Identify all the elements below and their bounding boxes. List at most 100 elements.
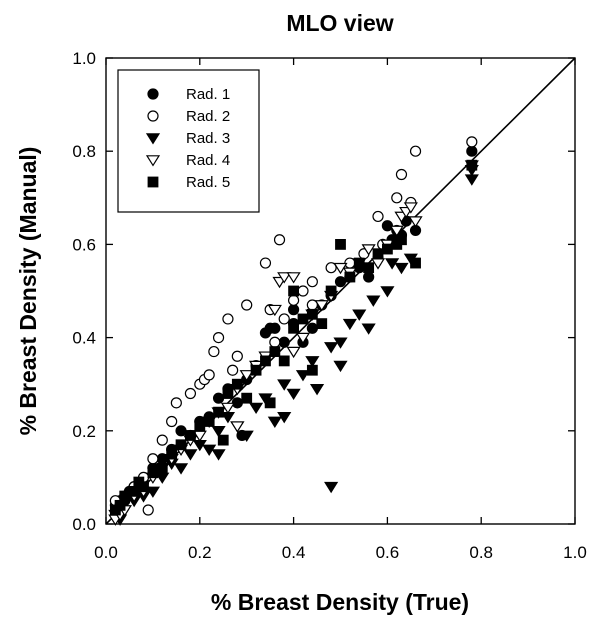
data-point — [269, 336, 281, 348]
data-point — [342, 318, 357, 331]
data-point — [248, 402, 264, 415]
data-point — [286, 346, 301, 359]
data-point — [361, 244, 376, 256]
series-3 — [108, 165, 479, 526]
data-point — [230, 421, 245, 433]
legend-marker — [145, 133, 161, 145]
data-point — [395, 168, 408, 181]
data-point — [306, 276, 318, 288]
data-point — [273, 234, 286, 246]
data-point — [227, 364, 239, 376]
data-point — [389, 225, 404, 237]
data-point — [297, 285, 309, 297]
data-point — [241, 299, 253, 311]
data-point — [286, 272, 301, 284]
data-point — [278, 355, 290, 367]
data-point — [231, 350, 243, 362]
data-point — [147, 467, 159, 479]
data-point — [325, 285, 337, 297]
x-tick-label: 0.6 — [376, 543, 400, 562]
data-point — [269, 346, 281, 357]
data-point — [239, 430, 254, 442]
legend-marker — [147, 176, 159, 188]
data-point — [394, 262, 409, 275]
x-axis-tick-labels: 0.0 0.2 0.4 0.6 0.8 1.0 — [94, 543, 587, 562]
data-point — [231, 378, 243, 390]
data-point — [213, 406, 224, 418]
data-point — [269, 322, 281, 334]
data-point — [391, 192, 403, 204]
data-point — [142, 504, 154, 516]
data-point — [403, 202, 418, 214]
data-point — [297, 313, 309, 325]
data-point — [147, 453, 159, 465]
data-point — [372, 210, 384, 223]
data-point — [241, 392, 253, 404]
y-tick-label: 0.0 — [72, 515, 96, 534]
y-tick-label: 0.4 — [72, 329, 96, 348]
data-point — [114, 499, 126, 511]
y-tick-label: 0.8 — [72, 142, 96, 161]
data-point — [222, 388, 234, 399]
data-point — [212, 332, 225, 344]
plot-frame — [105, 57, 576, 525]
data-point — [222, 313, 234, 325]
data-point — [372, 248, 384, 260]
data-point — [185, 430, 196, 441]
data-point — [333, 337, 348, 349]
data-point — [267, 416, 282, 429]
x-tick-label: 0.4 — [282, 543, 306, 562]
data-point — [278, 336, 290, 348]
data-point — [194, 420, 206, 432]
data-point — [335, 239, 346, 250]
data-point — [288, 294, 300, 306]
y-tick-label: 0.2 — [72, 422, 96, 441]
data-point — [203, 369, 215, 381]
data-point — [175, 425, 187, 437]
data-point — [309, 384, 325, 396]
x-tick-label: 0.8 — [469, 543, 493, 562]
data-point — [170, 397, 182, 409]
data-point — [211, 426, 226, 438]
data-point — [277, 272, 292, 284]
data-point — [277, 379, 292, 391]
data-point — [175, 439, 187, 451]
data-point — [305, 356, 320, 368]
data-point — [156, 434, 168, 446]
data-point — [325, 262, 337, 274]
chart-title: MLO view — [286, 10, 393, 36]
data-point — [295, 332, 311, 345]
legend-marker — [145, 155, 161, 167]
data-point — [363, 271, 375, 283]
data-point — [145, 486, 160, 498]
legend-label: Rad. 5 — [186, 174, 230, 191]
x-tick-label: 0.2 — [188, 543, 212, 562]
data-point — [278, 313, 290, 325]
data-point — [464, 174, 479, 186]
data-point — [259, 257, 272, 269]
data-point — [288, 322, 299, 334]
data-point — [239, 370, 254, 382]
data-point — [166, 448, 178, 460]
legend-label: Rad. 1 — [186, 86, 230, 103]
data-point — [306, 364, 318, 376]
x-tick-label: 0.0 — [94, 543, 118, 562]
y-tick-label: 0.6 — [72, 235, 96, 254]
data-point — [352, 309, 367, 321]
data-point — [267, 304, 282, 317]
data-point — [396, 234, 407, 246]
data-point — [260, 355, 271, 367]
data-point — [166, 415, 178, 428]
legend-marker — [147, 88, 159, 100]
y-tick-label: 1.0 — [72, 49, 96, 68]
data-point — [324, 481, 339, 494]
legend-label: Rad. 2 — [186, 108, 230, 125]
legend-label: Rad. 3 — [186, 130, 230, 147]
data-point — [173, 463, 189, 475]
data-point — [128, 485, 140, 497]
data-point — [334, 276, 347, 288]
axis-ticks — [105, 57, 576, 525]
data-point — [295, 370, 311, 382]
data-point — [409, 145, 422, 157]
